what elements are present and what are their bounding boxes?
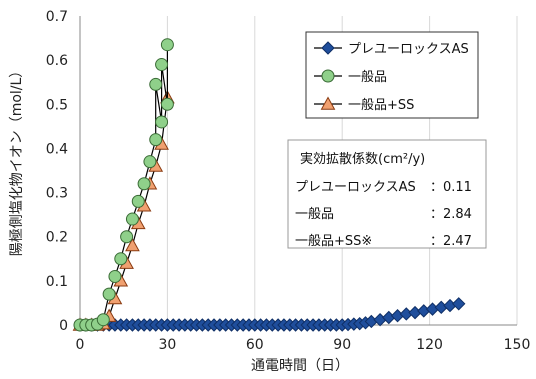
data-point xyxy=(137,177,151,191)
legend-marker xyxy=(321,41,335,55)
y-tick-label: 0.4 xyxy=(46,141,68,157)
series-1 xyxy=(73,38,174,332)
data-point xyxy=(120,230,134,244)
x-tick-label: 0 xyxy=(76,337,85,353)
x-tick-label: 90 xyxy=(333,337,351,353)
y-tick-label: 0.6 xyxy=(46,53,68,69)
y-tick-label: 0.3 xyxy=(46,186,68,202)
data-point xyxy=(155,115,169,129)
data-point xyxy=(114,252,128,266)
series-0 xyxy=(73,297,466,332)
data-point xyxy=(452,297,466,311)
coefficient-label-2: 一般品 xyxy=(295,206,334,222)
data-point xyxy=(102,287,116,301)
y-axis-title: 陽極側塩化物イオン（mol/L） xyxy=(9,64,25,257)
data-point xyxy=(160,97,174,111)
x-tick-label: 30 xyxy=(158,337,176,353)
x-tick-label: 150 xyxy=(504,337,531,353)
y-tick-labels: 0 0.1 0.2 0.3 0.4 0.5 0.6 0.7 xyxy=(46,9,68,334)
data-point xyxy=(108,269,122,283)
x-tick-label: 60 xyxy=(246,337,264,353)
coefficient-value-1: ：0.11 xyxy=(430,180,472,195)
y-tick-label: 0.5 xyxy=(46,97,68,113)
coefficient-box-frame xyxy=(287,139,487,249)
coefficient-box: 実効拡散係数(cm²/y) プレユーロックスAS ：0.11 一般品 ：2.84… xyxy=(287,139,487,249)
legend-label: プレユーロックスAS xyxy=(348,42,469,57)
coefficient-value-2: ：2.84 xyxy=(430,207,472,222)
legend-marker xyxy=(321,69,335,83)
y-tick-label: 0 xyxy=(59,318,68,334)
series-line xyxy=(80,97,168,326)
data-point xyxy=(149,133,163,147)
data-point xyxy=(125,238,140,252)
data-point xyxy=(155,58,169,72)
coefficient-label-1: プレユーロックスAS xyxy=(295,180,416,195)
coefficient-title: 実効拡散係数(cm²/y) xyxy=(300,151,425,167)
data-point xyxy=(131,194,145,208)
legend-label: 一般品+SS xyxy=(348,97,414,113)
data-series xyxy=(72,38,466,332)
x-tick-labels: 0 30 60 90 120 150 xyxy=(76,337,531,353)
x-axis-title: 通電時間（日） xyxy=(251,358,349,374)
y-tick-label: 0.7 xyxy=(46,9,68,25)
x-tick-label: 120 xyxy=(416,337,443,353)
legend-label: 一般品 xyxy=(348,69,387,85)
data-point xyxy=(125,212,139,226)
coefficient-value-3: ：2.47 xyxy=(430,234,472,249)
data-point xyxy=(143,155,157,169)
data-point xyxy=(160,38,174,52)
legend-marker xyxy=(320,96,336,110)
data-point xyxy=(149,77,163,91)
coefficient-label-3: 一般品+SS※ xyxy=(295,233,372,249)
y-tick-label: 0.1 xyxy=(46,274,68,290)
data-point xyxy=(96,313,110,327)
y-tick-label: 0.2 xyxy=(46,230,68,246)
